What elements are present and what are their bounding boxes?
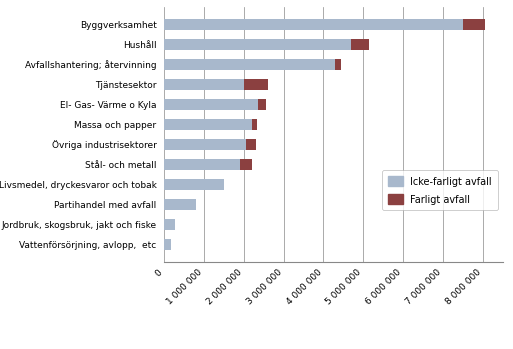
- Bar: [351, 39, 369, 50]
- Bar: [164, 159, 240, 170]
- Bar: [164, 39, 351, 50]
- Bar: [164, 79, 244, 90]
- Bar: [164, 18, 463, 30]
- Bar: [164, 59, 336, 70]
- Bar: [164, 239, 171, 250]
- Legend: Icke-farligt avfall, Farligt avfall: Icke-farligt avfall, Farligt avfall: [382, 170, 498, 210]
- Bar: [164, 219, 175, 230]
- Bar: [258, 99, 266, 110]
- Bar: [336, 59, 342, 70]
- Bar: [246, 139, 256, 150]
- Bar: [164, 179, 224, 190]
- Bar: [164, 139, 246, 150]
- Bar: [463, 18, 485, 30]
- Bar: [252, 119, 257, 130]
- Bar: [164, 199, 196, 210]
- Bar: [244, 79, 268, 90]
- Bar: [164, 99, 258, 110]
- Bar: [240, 159, 252, 170]
- Bar: [164, 119, 252, 130]
